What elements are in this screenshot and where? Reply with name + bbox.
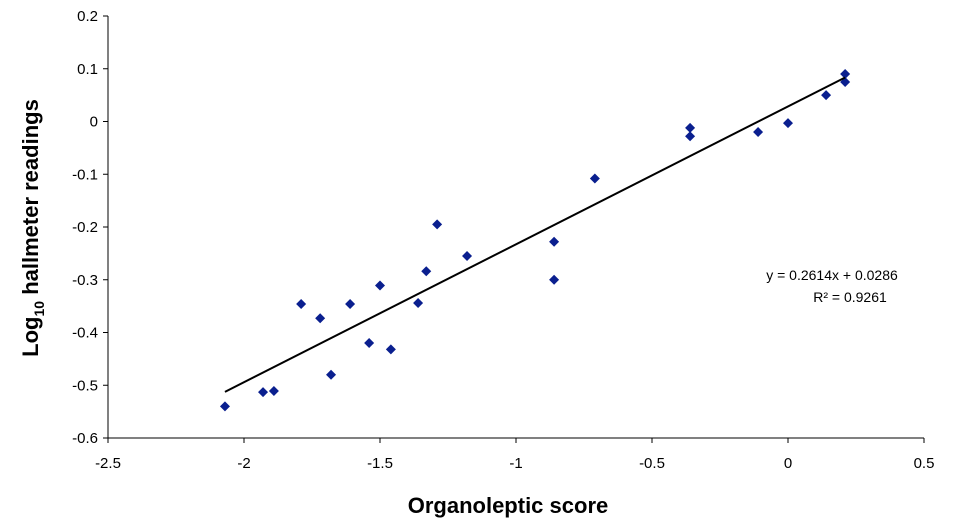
- data-point: [385, 344, 396, 355]
- data-point: [462, 251, 473, 262]
- data-point: [326, 369, 337, 380]
- x-tick-label: -2: [237, 455, 250, 472]
- trendline: [224, 76, 846, 393]
- data-point: [345, 299, 356, 310]
- data-points: [219, 69, 851, 412]
- y-tick-label: 0: [90, 114, 98, 131]
- y-tick-label: -0.3: [72, 272, 98, 289]
- x-axis-title: Organoleptic score: [408, 493, 609, 518]
- data-point: [549, 274, 560, 285]
- x-tick-label: -0.5: [639, 455, 665, 472]
- y-tick-label: 0.1: [77, 61, 98, 78]
- y-axis-ticks: 0.2 0.1 0 -0.1 -0.2 -0.3 -0.4 -0.5 -0.6: [72, 8, 108, 447]
- y-tick-label: -0.4: [72, 325, 98, 342]
- y-axis-title-subscript: 10: [31, 301, 47, 317]
- y-tick-label: -0.1: [72, 166, 98, 183]
- data-point: [413, 297, 424, 308]
- data-point: [315, 313, 326, 324]
- y-axis-title: Log10 hallmeter readings: [18, 99, 47, 357]
- x-tick-label: -2.5: [95, 455, 121, 472]
- y-tick-label: 0.2: [77, 8, 98, 25]
- y-axis-title-prefix: Log: [18, 317, 43, 357]
- trendline-equation: y = 0.2614x + 0.0286: [766, 267, 898, 283]
- data-point: [432, 219, 443, 230]
- data-point: [840, 69, 851, 80]
- x-tick-label: 0.5: [914, 455, 935, 472]
- y-tick-label: -0.6: [72, 430, 98, 447]
- data-point: [268, 386, 279, 397]
- data-point: [258, 387, 269, 398]
- data-point: [375, 280, 385, 291]
- data-point: [549, 236, 560, 247]
- plot-area: [107, 16, 924, 439]
- data-point: [821, 90, 832, 101]
- data-point: [685, 122, 696, 133]
- y-axis-title-suffix: hallmeter readings: [18, 99, 43, 301]
- data-point: [219, 401, 230, 412]
- data-point: [783, 118, 793, 129]
- data-point: [589, 173, 600, 184]
- r-squared-label: R² = 0.9261: [813, 289, 887, 305]
- x-tick-label: -1.5: [367, 455, 393, 472]
- data-point: [421, 266, 432, 277]
- y-tick-label: -0.2: [72, 219, 98, 236]
- data-point: [685, 131, 696, 142]
- y-tick-label: -0.5: [72, 377, 98, 394]
- x-axis-ticks: -2.5 -2 -1.5 -1 -0.5 0 0.5: [95, 438, 934, 472]
- x-tick-label: -1: [509, 455, 522, 472]
- data-point: [296, 299, 307, 310]
- data-point: [753, 127, 764, 138]
- data-point: [364, 338, 375, 349]
- x-tick-label: 0: [784, 455, 792, 472]
